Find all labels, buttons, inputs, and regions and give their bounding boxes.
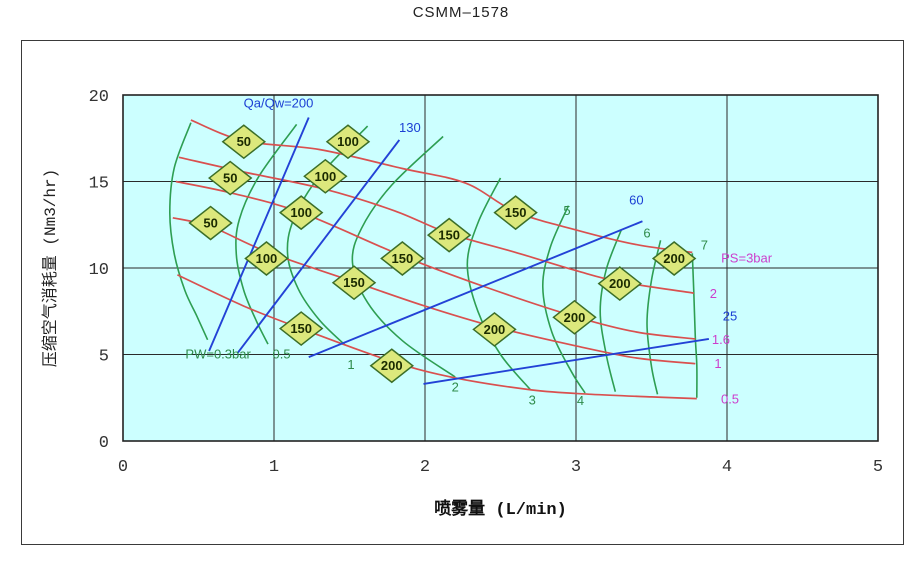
marker-diamond-label-2: 50 — [203, 216, 217, 231]
annotation-3: 25 — [723, 308, 737, 323]
marker-diamond-label-7: 150 — [505, 205, 527, 220]
pw-curve-3 — [351, 135, 456, 378]
marker-diamond-label-12: 200 — [663, 251, 685, 266]
marker-diamond-7 — [493, 195, 538, 231]
x-axis-title: 喷雾量 (L/min) — [434, 501, 567, 520]
marker-diamond-label-15: 200 — [484, 322, 506, 337]
y-tick-5: 5 — [99, 348, 109, 367]
marker-diamond-9 — [380, 241, 425, 276]
y-tick-20: 20 — [89, 88, 109, 107]
marker-diamond-15 — [472, 311, 517, 347]
x-tick-1: 1 — [269, 458, 279, 477]
annotation-9: PW=0.3bar — [185, 347, 251, 362]
ratio-line-3 — [423, 337, 710, 385]
x-tick-2: 2 — [420, 458, 430, 477]
y-tick-10: 10 — [89, 261, 109, 280]
marker-diamond-label-8: 150 — [438, 228, 460, 243]
annotation-2: 60 — [629, 193, 643, 208]
annotation-10: 0.5 — [273, 347, 291, 362]
annotation-15: 5 — [563, 203, 570, 218]
chart-title: CSMM–1578 — [412, 4, 510, 21]
marker-diamond-0 — [221, 124, 267, 160]
marker-diamond-label-3: 100 — [337, 134, 359, 149]
ratio-line-0 — [208, 117, 310, 352]
marker-diamond-label-4: 100 — [314, 169, 336, 184]
x-tick-5: 5 — [873, 458, 883, 477]
annotation-1: 130 — [399, 120, 421, 135]
marker-diamond-5 — [278, 195, 324, 231]
annotation-12: 2 — [452, 379, 459, 394]
pw-curve-4 — [466, 177, 532, 391]
y-axis-title: 压缩空气消耗量 (Nm3/hr) — [42, 168, 60, 368]
marker-diamond-label-13: 200 — [609, 276, 631, 291]
marker-diamond-label-9: 150 — [391, 251, 413, 266]
marker-diamond-label-16: 200 — [381, 358, 403, 373]
marker-diamond-label-0: 50 — [237, 134, 251, 149]
annotation-17: 7 — [701, 238, 708, 253]
pw-curve-0 — [168, 122, 209, 341]
marker-diamond-10 — [331, 265, 377, 301]
marker-diamond-8 — [426, 217, 472, 253]
annotation-14: 4 — [577, 393, 584, 408]
annotation-13: 3 — [529, 392, 536, 407]
marker-diamond-6 — [244, 241, 289, 276]
marker-diamond-3 — [325, 124, 371, 160]
pw-curve-5 — [541, 205, 586, 394]
marker-diamond-12 — [651, 241, 697, 276]
marker-diamond-4 — [303, 158, 348, 194]
y-tick-15: 15 — [89, 175, 109, 194]
annotation-5: 2 — [710, 286, 717, 301]
marker-diamond-11 — [278, 311, 324, 347]
annotation-16: 6 — [643, 225, 650, 240]
ps-curve-4 — [177, 274, 697, 400]
marker-diamond-1 — [207, 160, 253, 196]
marker-diamond-label-6: 100 — [256, 251, 278, 266]
marker-diamond-label-1: 50 — [223, 171, 237, 186]
marker-diamond-label-11: 150 — [290, 321, 312, 336]
pw-curve-6 — [599, 229, 623, 392]
annotation-11: 1 — [347, 357, 354, 372]
annotation-7: 1 — [714, 356, 721, 371]
marker-diamond-label-5: 100 — [290, 205, 312, 220]
pw-curve-7 — [646, 240, 662, 395]
plot-border — [122, 94, 879, 442]
marker-diamond-13 — [597, 266, 643, 302]
x-tick-4: 4 — [722, 458, 732, 477]
ratio-line-1 — [237, 139, 401, 354]
x-tick-3: 3 — [571, 458, 581, 477]
annotation-6: 1.6 — [712, 332, 730, 347]
marker-diamond-label-10: 150 — [343, 275, 365, 290]
x-tick-0: 0 — [118, 458, 128, 477]
marker-diamond-16 — [369, 348, 414, 384]
y-tick-0: 0 — [99, 434, 109, 453]
annotation-4: PS=3bar — [721, 250, 773, 265]
pw-curve-1 — [235, 123, 298, 345]
marker-diamond-label-14: 200 — [564, 310, 586, 325]
marker-diamond-2 — [188, 205, 233, 241]
annotation-8: 0.5 — [721, 391, 739, 406]
pw-curve-8 — [691, 253, 698, 398]
annotation-0: Qa/Qw=200 — [244, 96, 314, 111]
marker-diamond-14 — [552, 299, 597, 335]
ps-curve-2 — [175, 180, 696, 340]
ratio-line-2 — [308, 220, 643, 358]
ps-curve-0 — [190, 119, 693, 254]
